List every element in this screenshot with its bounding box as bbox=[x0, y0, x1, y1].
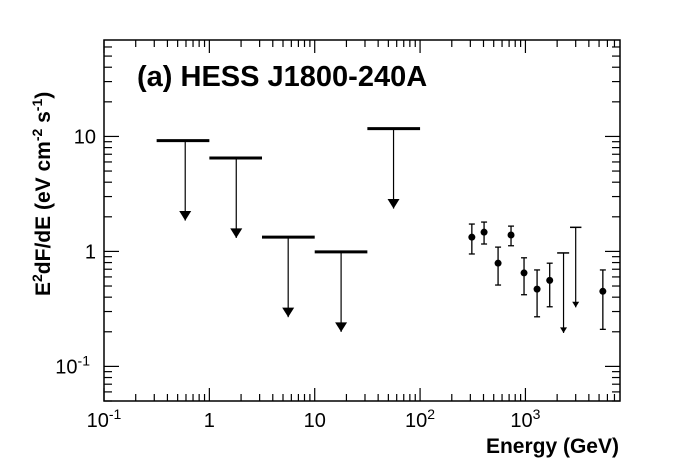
fermi-upper-limit-arrow-arrowhead bbox=[335, 322, 348, 332]
fermi-upper-limit-arrow-arrowhead bbox=[282, 307, 295, 318]
x-axis-title: Energy (GeV) bbox=[486, 435, 619, 458]
tick-base: 10 bbox=[87, 410, 109, 432]
y-title-sup2: -2 bbox=[29, 128, 45, 141]
plot-frame bbox=[103, 39, 621, 402]
y-title-mid: dF/dE (eV cm bbox=[32, 141, 55, 274]
hess-data-point bbox=[507, 231, 515, 239]
y-title-base: E bbox=[32, 282, 55, 296]
tick-exponent: -1 bbox=[78, 352, 91, 368]
y-title-end: ) bbox=[32, 92, 55, 99]
hess-data-point bbox=[599, 287, 607, 295]
tick-base: 1 bbox=[204, 410, 215, 432]
tick-exponent: 2 bbox=[427, 406, 435, 422]
tick-exponent: -1 bbox=[109, 406, 122, 422]
x-tick-label: 103 bbox=[510, 406, 540, 432]
chart-title: (a) HESS J1800-240A bbox=[137, 61, 427, 93]
y-axis-title: E2dF/dE (eV cm-2 s-1) bbox=[29, 92, 55, 296]
y-title-mid2: s bbox=[32, 111, 55, 129]
tick-base: 10 bbox=[74, 126, 96, 148]
x-tick-label: 1 bbox=[204, 410, 215, 432]
hess-data-point bbox=[494, 259, 502, 267]
x-tick-label: 10-1 bbox=[87, 406, 122, 432]
hess-data-point bbox=[468, 233, 476, 241]
fermi-upper-limit-arrow-arrowhead bbox=[230, 228, 243, 238]
hess-data-point bbox=[533, 285, 541, 293]
x-tick-label: 102 bbox=[405, 406, 435, 432]
y-title-sup1: 2 bbox=[29, 274, 45, 282]
hess-upper-limit-arrow-arrowhead bbox=[572, 301, 580, 308]
tick-base: 10 bbox=[304, 410, 326, 432]
y-title-sup3: -1 bbox=[29, 99, 45, 112]
tick-exponent: 3 bbox=[533, 406, 541, 422]
hess-data-point bbox=[480, 228, 488, 236]
fermi-upper-limit-arrow-arrowhead bbox=[179, 211, 192, 221]
tick-base: 1 bbox=[85, 241, 96, 263]
y-tick-label: 10 bbox=[74, 126, 96, 148]
tick-base: 10 bbox=[55, 356, 77, 378]
hess-data-point bbox=[520, 269, 528, 277]
tick-base: 10 bbox=[510, 410, 532, 432]
y-tick-label: 1 bbox=[85, 241, 96, 263]
hess-data-point bbox=[546, 276, 554, 284]
fermi-upper-limit-arrow-arrowhead bbox=[387, 199, 400, 209]
hess-upper-limit-arrow-arrowhead bbox=[560, 327, 568, 333]
axis-ticks bbox=[103, 40, 620, 402]
tick-base: 10 bbox=[405, 410, 427, 432]
y-tick-label: 10-1 bbox=[55, 352, 90, 378]
x-tick-labels: 10-1 1 10 102 103 bbox=[87, 406, 541, 432]
x-tick-label: 10 bbox=[304, 410, 326, 432]
data-marks bbox=[156, 127, 607, 333]
